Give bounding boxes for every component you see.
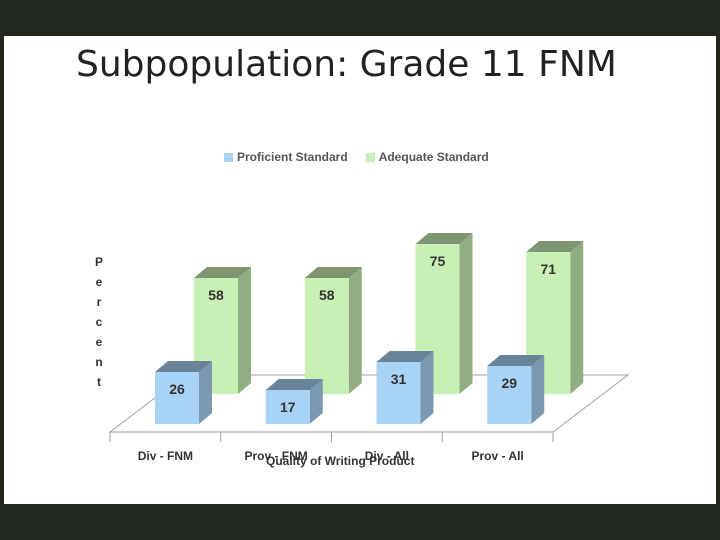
bar-value-label: 58 xyxy=(208,287,224,303)
bar-value-label: 17 xyxy=(280,399,296,415)
bar-front-face xyxy=(304,278,349,394)
slide-bottom-bar xyxy=(0,504,720,540)
bar-adequate: 75 xyxy=(415,233,473,394)
slide-title: Subpopulation: Grade 11 FNM xyxy=(76,44,617,85)
x-tick-label: Prov - All xyxy=(472,449,524,463)
legend-label-proficient: Proficient Standard xyxy=(237,150,348,164)
bar-top-face xyxy=(304,267,362,278)
y-axis-label-letter: n xyxy=(95,355,103,369)
legend-item-proficient: Proficient Standard xyxy=(224,150,348,164)
y-axis-label-letter: e xyxy=(95,335,103,349)
bar-value-label: 31 xyxy=(391,371,407,387)
x-tick-label: Div - FNM xyxy=(138,449,193,463)
bar-proficient: 31 xyxy=(376,351,434,424)
bar-adequate: 58 xyxy=(194,267,251,394)
legend-label-adequate: Adequate Standard xyxy=(378,150,489,164)
x-tick-label: Prov - FNM xyxy=(244,449,307,463)
bar-side-face xyxy=(531,355,545,424)
y-axis-label-letter: t xyxy=(97,375,101,389)
bar-front-face xyxy=(265,390,310,424)
bar-side-face xyxy=(459,233,473,394)
bar-top-face xyxy=(265,379,323,390)
bar-value-label: 58 xyxy=(319,287,335,303)
bar-proficient: 26 xyxy=(155,361,212,424)
bar-side-face xyxy=(238,267,251,394)
bar-top-face xyxy=(376,351,434,362)
bar-side-face xyxy=(199,361,212,424)
bar-adequate: 58 xyxy=(304,267,362,394)
bar-side-face xyxy=(309,379,323,424)
bar-top-face xyxy=(487,355,545,366)
bar-front-face xyxy=(376,362,421,424)
bar-proficient: 29 xyxy=(487,355,545,424)
x-tick-label: Div - All xyxy=(365,449,409,463)
bar-value-label: 26 xyxy=(169,381,185,397)
bar-top-face xyxy=(415,233,473,244)
bar-front-face xyxy=(155,372,199,424)
y-axis-label-letter: c xyxy=(95,315,103,329)
bar-top-face xyxy=(155,361,212,372)
bar-side-face xyxy=(420,351,434,424)
legend-item-adequate: Adequate Standard xyxy=(365,150,489,164)
y-axis-label-letter: e xyxy=(95,275,103,289)
legend-swatch-adequate xyxy=(365,152,375,162)
bar-top-face xyxy=(194,267,251,278)
bar-value-label: 75 xyxy=(430,253,446,269)
bar-front-face xyxy=(487,366,532,424)
y-axis-label-letter: r xyxy=(96,295,102,309)
bar-value-label: 71 xyxy=(540,261,556,277)
y-axis-label-letter: P xyxy=(94,255,103,269)
bar-proficient: 17 xyxy=(265,379,323,424)
legend-swatch-proficient xyxy=(224,152,233,162)
bar-top-face xyxy=(526,241,584,252)
x-axis-label: Quality of Writing Product xyxy=(266,454,415,468)
bar-side-face xyxy=(570,241,584,394)
bar-side-face xyxy=(348,267,362,394)
chart-legend: Proficient Standard Adequate Standard xyxy=(224,150,489,164)
bar-value-label: 29 xyxy=(501,375,517,391)
